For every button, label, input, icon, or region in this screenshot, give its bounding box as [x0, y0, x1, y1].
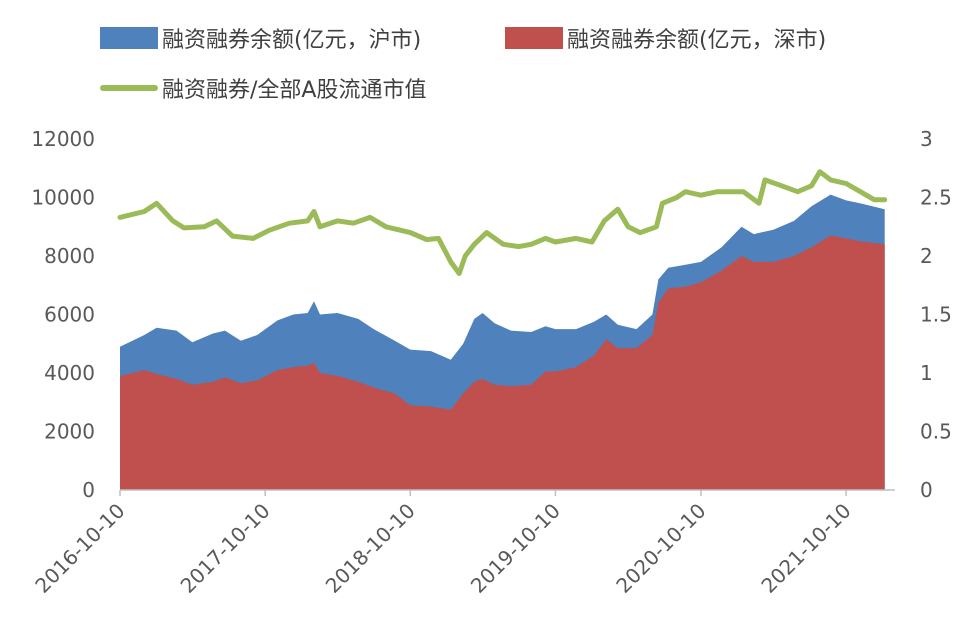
y-left-tick-label: 8000 [44, 244, 95, 268]
legend-label-sz: 融资融券余额(亿元，深市) [567, 28, 827, 53]
legend-item-sh: 融资融券余额(亿元，沪市) [100, 22, 421, 54]
x-tick-label: 2019-10-10 [466, 499, 565, 598]
legend-swatch-ratio [100, 85, 158, 91]
y-left-tick-label: 2000 [44, 420, 95, 444]
y-right-tick-label: 0 [920, 478, 933, 502]
x-tick-label: 2020-10-10 [611, 499, 710, 598]
legend-item-ratio: 融资融券/全部A股流通市值 [100, 72, 426, 104]
legend-label-sh: 融资融券余额(亿元，沪市) [162, 28, 422, 53]
plot-area [117, 169, 888, 490]
y-left-tick-label: 0 [82, 478, 95, 502]
x-tick-label: 2017-10-10 [176, 499, 275, 598]
y-right-tick-label: 2 [920, 244, 933, 268]
y-left-tick-label: 10000 [31, 186, 95, 210]
legend: 融资融券余额(亿元，沪市) 融资融券余额(亿元，深市) 融资融券/全部A股流通市… [0, 0, 969, 110]
y-right-tick-label: 1 [920, 361, 933, 385]
area-series-1 [120, 235, 885, 490]
line-series-2 [117, 169, 888, 276]
legend-label-ratio: 融资融券/全部A股流通市值 [162, 78, 427, 103]
legend-swatch-sz [505, 27, 563, 49]
legend-swatch-sh [100, 27, 158, 49]
x-tick-label: 2018-10-10 [321, 499, 420, 598]
legend-item-sz: 融资融券余额(亿元，深市) [505, 22, 826, 54]
y-right-tick-label: 0.5 [920, 420, 952, 444]
y-left-tick-label: 12000 [31, 127, 95, 151]
x-tick-label: 2016-10-10 [30, 499, 129, 598]
y-left-tick-label: 6000 [44, 303, 95, 327]
y-left-tick-label: 4000 [44, 361, 95, 385]
y-right-tick-label: 2.5 [920, 186, 952, 210]
x-tick-label: 2021-10-10 [756, 499, 855, 598]
y-right-tick-label: 3 [920, 127, 933, 151]
y-right-tick-label: 1.5 [920, 303, 952, 327]
